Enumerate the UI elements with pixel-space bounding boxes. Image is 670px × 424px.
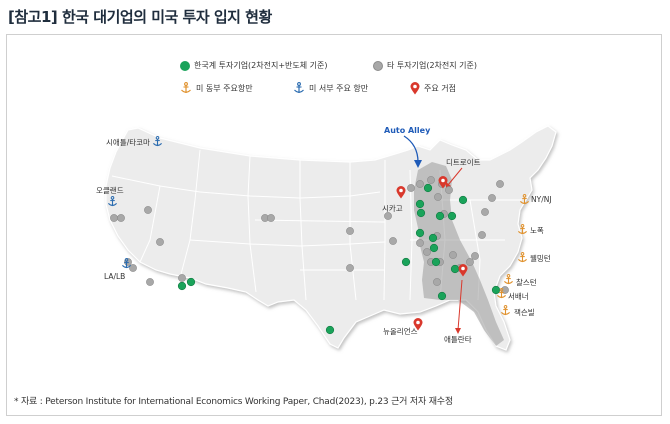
other-investor-dot [178,274,186,282]
korean-investor-dot [416,208,426,218]
port-wilmington [517,252,528,263]
other-investor-dot [416,180,424,188]
label-new-orleans: 뉴올리언스 [383,327,418,336]
other-investor-dot [407,184,415,192]
other-investor-dot [346,227,354,235]
korean-investor-dot [177,281,187,291]
other-investor-dot [117,214,125,222]
korean-investor-dot [437,291,447,301]
other-investor-dot [466,258,474,266]
legend-east-port: 미 동부 주요항만 [180,82,253,94]
other-investor-dot [433,278,441,286]
label-nynj: NY/NJ [531,195,552,204]
other-investor-dot [488,194,496,202]
other-investor-dot [434,193,442,201]
other-investor-dot [146,278,154,286]
korean-investor-dot [415,199,425,209]
other-investor-dot [427,176,435,184]
other-investor-dot [346,264,354,272]
label-atlanta: 애틀란타 [444,335,472,344]
legend-hub: 주요 거점 [410,82,456,95]
other-investor-dot [110,214,118,222]
label-wilmington: 웰밍턴 [530,254,551,263]
other-investor-dot [423,248,431,256]
label-chicago: 시카고 [382,204,403,213]
korean-investor-dot [428,233,438,243]
legend-other: 타 투자기업(2차전지 기준) [373,60,477,71]
label-seattle: 시애틀/타코마 [106,138,150,147]
label-savannah: 서배너 [508,292,529,301]
korean-investor-dot [401,257,411,267]
other-investor-dot [478,231,486,239]
other-investor-dot [449,251,457,259]
label-la: LA/LB [104,272,126,281]
auto-alley-arrowhead [414,160,422,168]
green-dot-icon [180,60,190,71]
label-jacksonville: 잭슨빌 [514,308,535,317]
korean-investor-dot [429,243,439,253]
page-title: [참고1] 한국 대기업의 미국 투자 입지 현황 [8,8,272,26]
label-oakland: 오클랜드 [96,186,124,195]
anchor-orange-icon [181,82,191,93]
legend-east-port-label: 미 동부 주요항만 [196,83,253,93]
pin-red-icon [410,82,420,95]
auto-alley-band [414,162,504,346]
label-detroit: 디트로이트 [446,158,481,167]
port-jacksonville [500,305,511,316]
other-investor-dot [156,238,164,246]
korean-investor-dot [325,325,335,335]
other-investor-dot [384,212,392,220]
legend-west-port-label: 미 서부 주요 항만 [309,83,369,93]
korean-investor-dot [423,183,433,193]
other-investor-dot [471,252,479,260]
gray-dot-icon [373,60,383,71]
legend-hub-label: 주요 거점 [424,84,456,93]
atlanta-arrow [457,279,463,331]
auto-alley-arrow [403,135,419,163]
korean-investors [177,183,501,335]
korean-investor-dot [431,257,441,267]
other-investor-dot [144,206,152,214]
korean-investor-dot [415,228,425,238]
other-investor-dot [496,180,504,188]
other-investor-dot [267,214,275,222]
port-charleston [503,274,514,285]
auto-alley-label: Auto Alley [384,126,431,135]
other-investor-dot [129,264,137,272]
anchor-blue-icon [294,82,304,93]
other-investor-dot [416,239,424,247]
korean-investor-dot [447,211,457,221]
legend-korean-label: 한국계 투자기업(2차전지+반도체 기준) [194,61,328,70]
source-note: * 자료 : Peterson Institute for Internatio… [14,397,453,407]
label-charleston: 찰스턴 [516,278,537,287]
detroit-arrow [447,167,463,186]
other-investor-dot [389,237,397,245]
korean-investor-dot [450,264,460,274]
legend-west-port: 미 서부 주요 항만 [293,82,368,94]
korean-investor-dot [435,211,445,221]
label-norfolk: 노폭 [530,226,544,235]
other-investor-dot [501,286,509,294]
legend-korean: 한국계 투자기업(2차전지+반도체 기준) [180,60,328,71]
korean-investor-dot [458,195,468,205]
korean-investor-dot [491,285,501,295]
korean-investor-dot [186,277,196,287]
other-investor-dot [481,208,489,216]
other-investor-dot [445,186,453,194]
atlanta-arrowhead [455,328,461,334]
legend-other-label: 타 투자기업(2차전지 기준) [387,61,478,70]
